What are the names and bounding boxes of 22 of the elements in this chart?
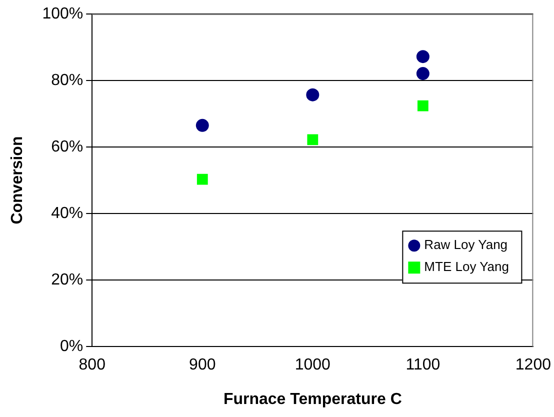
legend-label: MTE Loy Yang	[424, 259, 509, 274]
y-tick-label: 40%	[51, 204, 84, 222]
y-tick-label: 100%	[42, 5, 84, 22]
point	[307, 134, 318, 146]
legend-label: Raw Loy Yang	[424, 237, 508, 252]
point	[416, 50, 430, 64]
y-axis-title: Conversion	[9, 136, 26, 224]
x-tick-label: 800	[78, 356, 106, 374]
point	[416, 67, 430, 80]
x-tick-label: 900	[189, 356, 216, 374]
point	[196, 174, 208, 185]
y-tick-label: 80%	[51, 72, 84, 89]
point	[306, 88, 320, 102]
point	[196, 118, 209, 132]
y-tick-label: 0%	[60, 338, 84, 356]
y-tick-label: 60%	[51, 138, 84, 156]
x-tick-label: 1200	[515, 356, 552, 374]
x-axis-title: Furnace Temperature C	[223, 390, 402, 408]
point	[417, 100, 428, 112]
y-tick-label: 20%	[51, 271, 84, 288]
x-tick-label: 1000	[294, 356, 331, 374]
x-tick-label: 1100	[406, 356, 440, 374]
